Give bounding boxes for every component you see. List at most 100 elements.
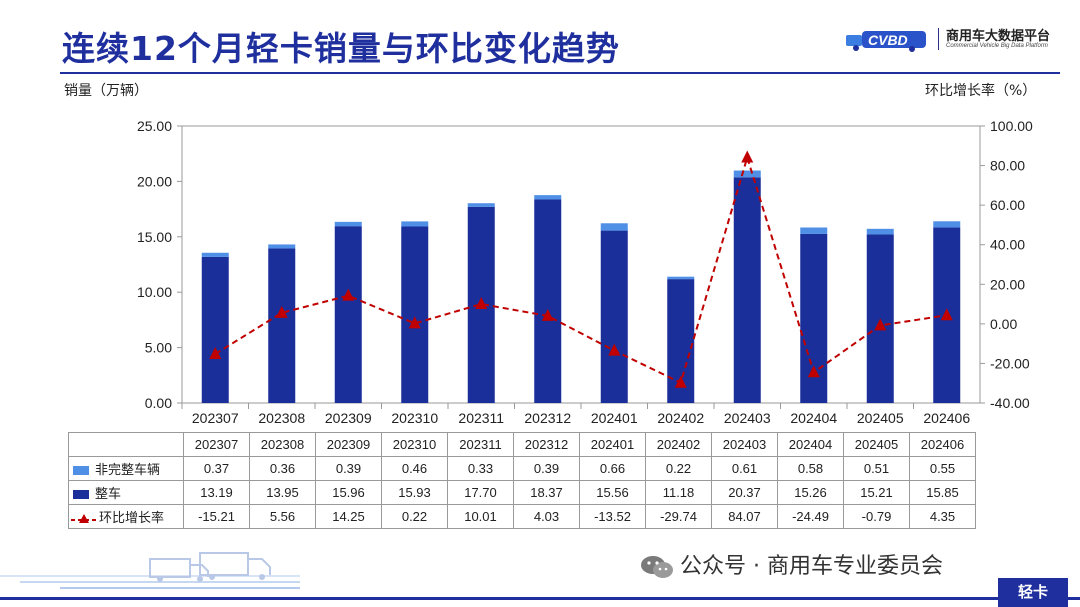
table-cell: 4.03 bbox=[513, 504, 580, 529]
legend-growth-line-icon bbox=[71, 513, 97, 523]
right-axis-tick-label: 0.00 bbox=[990, 316, 1017, 332]
section-tab: 轻卡 bbox=[998, 578, 1068, 607]
table-cell: 18.37 bbox=[513, 480, 580, 505]
right-axis-title: 环比增长率（%） bbox=[925, 83, 1037, 99]
left-axis-tick-label: 25.00 bbox=[137, 118, 172, 134]
table-corner-cell bbox=[68, 432, 184, 457]
table-cell: 11.18 bbox=[645, 480, 712, 505]
bar-complete bbox=[800, 233, 828, 403]
table-cell: 14.25 bbox=[315, 504, 382, 529]
left-axis-tick-label: 15.00 bbox=[137, 229, 172, 245]
bar-incomplete bbox=[933, 221, 961, 228]
table-cell: 0.39 bbox=[315, 456, 382, 481]
title-underline bbox=[60, 72, 1060, 74]
table-row-label: 非完整车辆 bbox=[68, 456, 184, 481]
bar-incomplete bbox=[733, 170, 761, 178]
table-cell: 0.22 bbox=[381, 504, 448, 529]
growth-marker bbox=[940, 308, 953, 321]
table-cell: 0.33 bbox=[447, 456, 514, 481]
table-row: 整车 13.19 13.95 15.96 15.93 17.70 18.37 15.56 11.… bbox=[68, 480, 976, 505]
bar-incomplete bbox=[201, 252, 229, 257]
right-axis-tick-label: -40.00 bbox=[990, 395, 1030, 411]
table-cell: -29.74 bbox=[645, 504, 712, 529]
table-cell: 0.61 bbox=[711, 456, 778, 481]
table-header-cell: 202403 bbox=[711, 432, 778, 457]
table-header-cell: 202405 bbox=[843, 432, 910, 457]
table-row-label: 整车 bbox=[68, 480, 184, 505]
svg-text:CVBD: CVBD bbox=[868, 32, 908, 48]
table-header-cell: 202402 bbox=[645, 432, 712, 457]
table-cell: 0.39 bbox=[513, 456, 580, 481]
table-cell: -15.21 bbox=[183, 504, 250, 529]
table-cell: 15.21 bbox=[843, 480, 910, 505]
table-row-label-text: 环比增长率 bbox=[99, 511, 165, 526]
bar-incomplete bbox=[600, 223, 628, 231]
wechat-icon bbox=[641, 556, 673, 578]
table-header-row: 202307 202308 202309 202310 202311 202312 2024… bbox=[68, 432, 976, 457]
category-label: 202310 bbox=[391, 410, 438, 426]
table-cell: 0.46 bbox=[381, 456, 448, 481]
growth-marker bbox=[408, 316, 421, 329]
table-cell: 0.36 bbox=[249, 456, 316, 481]
table-cell: 17.70 bbox=[447, 480, 514, 505]
bar-complete bbox=[334, 226, 362, 403]
bar-complete bbox=[201, 256, 229, 403]
bar-incomplete bbox=[800, 227, 828, 234]
table-cell: 15.93 bbox=[381, 480, 448, 505]
trucks-decoration-icon bbox=[0, 552, 300, 589]
growth-marker bbox=[807, 365, 820, 378]
bar-incomplete bbox=[268, 244, 296, 249]
bar-complete bbox=[268, 248, 296, 403]
growth-marker bbox=[541, 308, 554, 321]
table-cell: 0.58 bbox=[777, 456, 844, 481]
growth-marker bbox=[475, 297, 488, 310]
table-cell: 0.66 bbox=[579, 456, 646, 481]
growth-marker bbox=[674, 375, 687, 388]
table-cell: 13.19 bbox=[183, 480, 250, 505]
bar-incomplete bbox=[334, 221, 362, 227]
growth-marker bbox=[608, 343, 621, 356]
bar-complete bbox=[733, 177, 761, 403]
table-cell: 0.22 bbox=[645, 456, 712, 481]
logo-divider bbox=[938, 28, 939, 50]
category-label: 202405 bbox=[857, 410, 904, 426]
table-cell: -13.52 bbox=[579, 504, 646, 529]
left-axis-title: 销量（万辆） bbox=[64, 83, 148, 99]
category-label: 202312 bbox=[524, 410, 571, 426]
table-cell: 0.55 bbox=[909, 456, 976, 481]
table-cell: 15.96 bbox=[315, 480, 382, 505]
category-label: 202309 bbox=[325, 410, 372, 426]
category-label: 202406 bbox=[923, 410, 970, 426]
table-header-cell: 202308 bbox=[249, 432, 316, 457]
bar-incomplete bbox=[866, 228, 894, 235]
table-row-label-text: 非完整车辆 bbox=[95, 463, 161, 478]
growth-marker bbox=[741, 150, 754, 163]
table-header-cell: 202404 bbox=[777, 432, 844, 457]
logo-subtitle: Commercial Vehicle Big Data Platform bbox=[946, 43, 1048, 49]
legend-incomplete-swatch bbox=[73, 466, 89, 475]
category-label: 202311 bbox=[458, 410, 504, 426]
growth-marker bbox=[874, 318, 887, 331]
table-row-label: 环比增长率 bbox=[68, 504, 184, 529]
right-axis-tick-label: 80.00 bbox=[990, 158, 1025, 174]
bar-incomplete bbox=[534, 195, 562, 200]
right-axis-tick-label: 60.00 bbox=[990, 197, 1025, 213]
bar-complete bbox=[534, 199, 562, 403]
table-cell: 15.26 bbox=[777, 480, 844, 505]
right-axis-tick-label: 20.00 bbox=[990, 276, 1025, 292]
table-cell: 0.37 bbox=[183, 456, 250, 481]
left-axis-tick-label: 20.00 bbox=[137, 173, 172, 189]
table-row-label-text: 整车 bbox=[95, 487, 122, 502]
table-row: 环比增长率 -15.21 5.56 14.25 0.22 10.01 4.03 -13.52-… bbox=[68, 504, 976, 529]
platform-logo: CVBD 商用车大数据平台 Commercial Vehicle Big Dat… bbox=[846, 24, 1066, 54]
table-cell: 15.56 bbox=[579, 480, 646, 505]
legend-complete-swatch bbox=[73, 490, 89, 499]
growth-marker bbox=[275, 305, 288, 318]
table-header-cell: 202406 bbox=[909, 432, 976, 457]
bar-incomplete bbox=[401, 221, 429, 227]
table-header-cell: 202401 bbox=[579, 432, 646, 457]
table-cell: 10.01 bbox=[447, 504, 514, 529]
table-header-cell: 202312 bbox=[513, 432, 580, 457]
table-header-cell: 202309 bbox=[315, 432, 382, 457]
